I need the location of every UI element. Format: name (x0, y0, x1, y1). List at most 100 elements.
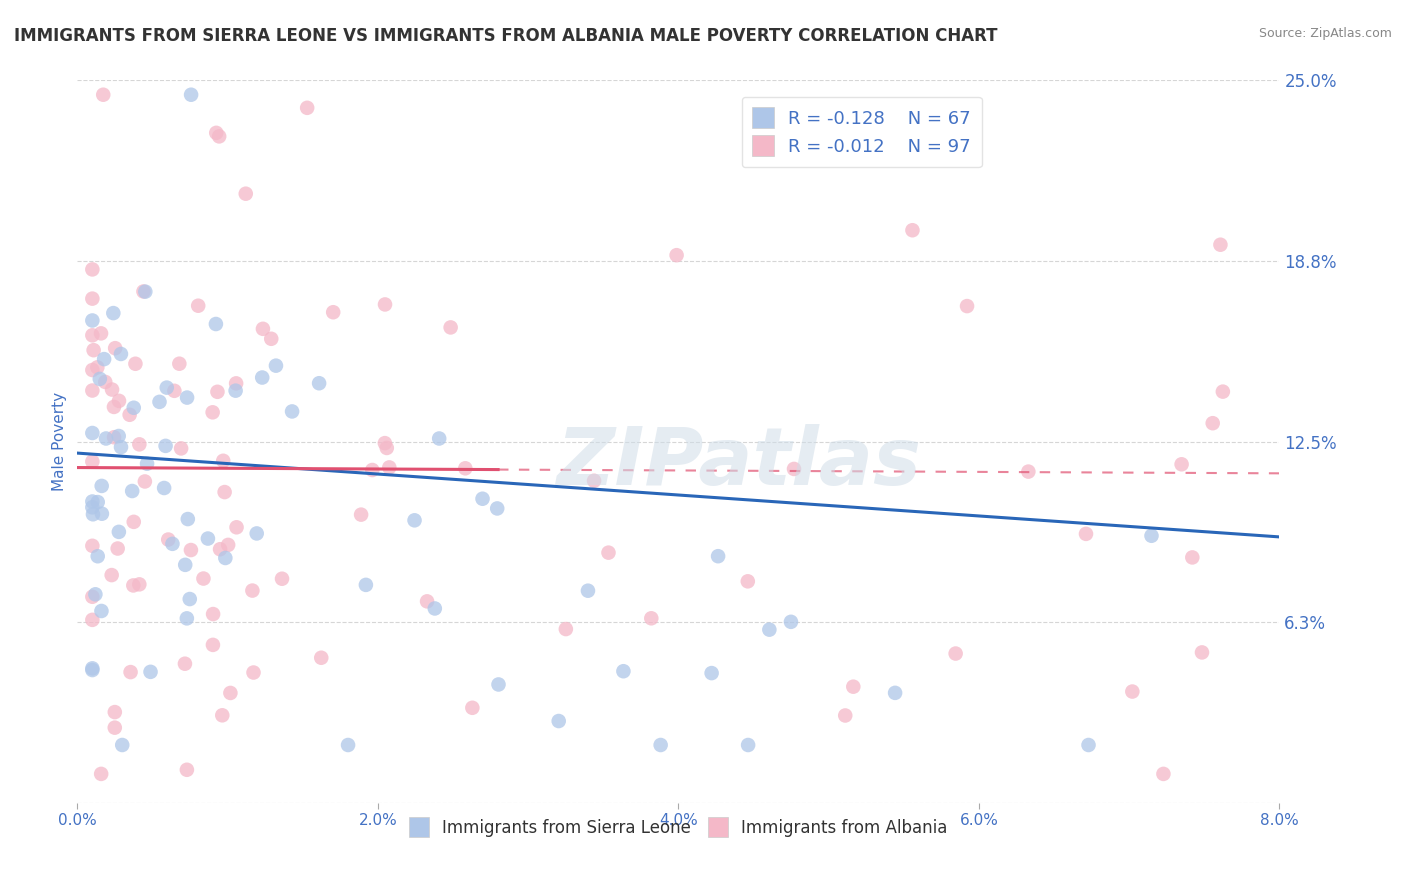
Point (89, 372, 111, 386)
Point (242, 583, 264, 598)
Point (163, 384, 186, 398)
Point (82, 500, 104, 515)
Point (156, 381, 179, 395)
Point (374, 297, 396, 311)
Point (118, 408, 141, 422)
Point (665, 248, 688, 262)
Point (209, 542, 232, 557)
Point (84, 587, 107, 601)
Point (956, 299, 979, 313)
Point (309, 650, 332, 665)
Point (337, 738, 360, 752)
Point (82, 313, 104, 327)
Point (82, 494, 104, 508)
Point (271, 572, 294, 586)
Point (180, 543, 202, 558)
Point (197, 532, 219, 546)
Point (82, 425, 104, 440)
Point (235, 186, 257, 201)
Point (737, 574, 759, 589)
Point (461, 700, 484, 714)
Point (416, 594, 439, 608)
Point (155, 439, 177, 453)
Point (107, 429, 129, 443)
Point (783, 462, 806, 476)
Point (454, 461, 477, 475)
Point (1170, 457, 1192, 471)
Point (82, 363, 104, 377)
Point (177, 512, 200, 526)
Point (208, 129, 231, 144)
Point (211, 708, 233, 723)
Point (108, 524, 131, 539)
Point (488, 677, 510, 691)
Point (120, 665, 142, 679)
Point (91, 87, 114, 102)
Point (1191, 645, 1213, 659)
Point (440, 320, 463, 334)
Point (246, 526, 269, 541)
Point (83, 343, 105, 358)
Point (110, 347, 132, 361)
Point (1074, 527, 1097, 541)
Point (176, 391, 198, 405)
Point (252, 322, 274, 336)
Point (122, 515, 145, 529)
Point (103, 400, 125, 414)
Point (202, 607, 225, 621)
Point (174, 657, 197, 671)
Point (176, 763, 198, 777)
Point (260, 332, 283, 346)
Point (122, 401, 145, 415)
Point (132, 285, 155, 299)
Point (121, 483, 143, 498)
Point (82, 539, 104, 553)
Point (148, 395, 170, 409)
Text: ZIPatlas: ZIPatlas (555, 425, 921, 502)
Point (842, 680, 865, 694)
Point (404, 513, 426, 527)
Point (295, 101, 318, 115)
Point (547, 714, 569, 728)
Point (82, 454, 104, 468)
Point (205, 126, 228, 140)
Point (82, 613, 104, 627)
Point (87, 495, 110, 509)
Point (90, 479, 112, 493)
Point (94, 432, 117, 446)
Point (242, 665, 264, 680)
Point (170, 442, 193, 456)
Point (157, 533, 180, 547)
Point (82, 328, 104, 343)
Point (201, 405, 224, 419)
Point (103, 430, 125, 444)
Point (82, 292, 104, 306)
Point (134, 475, 156, 489)
Point (176, 611, 198, 625)
Point (1017, 465, 1039, 479)
Y-axis label: Male Poverty: Male Poverty (52, 392, 67, 491)
Point (124, 357, 146, 371)
Point (361, 463, 384, 477)
Point (308, 376, 330, 391)
Point (180, 87, 202, 102)
Point (281, 404, 304, 418)
Point (139, 665, 162, 679)
Point (110, 440, 132, 454)
Point (378, 460, 401, 475)
Point (82, 384, 104, 398)
Point (122, 578, 145, 592)
Point (193, 572, 215, 586)
Point (82, 508, 104, 522)
Point (134, 285, 156, 299)
Point (264, 359, 287, 373)
Point (90, 604, 112, 618)
Point (90, 326, 112, 341)
Point (834, 708, 856, 723)
Point (322, 305, 344, 319)
Point (1181, 550, 1204, 565)
Point (225, 376, 247, 391)
Text: IMMIGRANTS FROM SIERRA LEONE VS IMMIGRANTS FROM ALBANIA MALE POVERTY CORRELATION: IMMIGRANTS FROM SIERRA LEONE VS IMMIGRAN… (14, 27, 998, 45)
Point (375, 441, 398, 455)
Point (901, 223, 924, 237)
